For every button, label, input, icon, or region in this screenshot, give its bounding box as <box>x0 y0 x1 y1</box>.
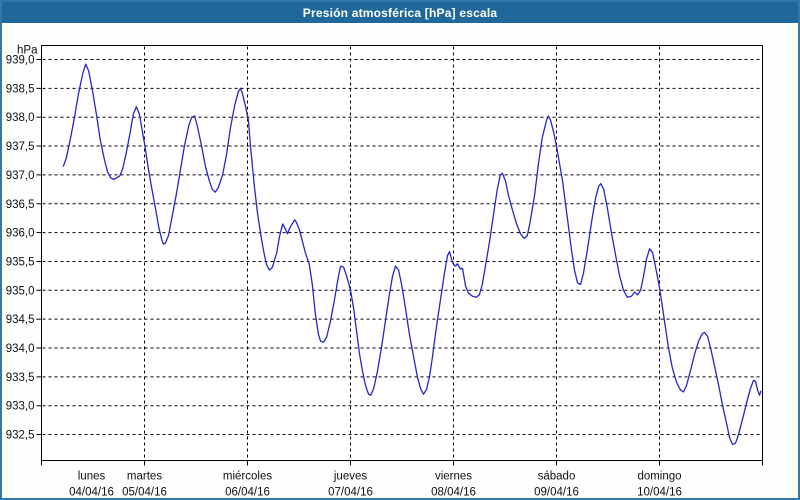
x-day-name: lunes <box>78 471 106 483</box>
chart-title-bar: Presión atmosférica [hPa] escala <box>2 2 798 23</box>
x-day-date: 09/04/16 <box>534 487 579 499</box>
y-axis-unit-label: hPa <box>17 45 38 57</box>
x-day-date: 05/04/16 <box>122 487 167 499</box>
y-tick-label: 939,0 <box>6 55 35 67</box>
y-tick-label: 935,0 <box>6 285 35 297</box>
x-day-name: viernes <box>435 471 472 483</box>
y-tick-label: 937,5 <box>6 141 35 153</box>
y-tick-label: 934,5 <box>6 314 35 326</box>
y-tick-label: 933,5 <box>6 372 35 384</box>
y-tick-label: 938,5 <box>6 83 35 95</box>
y-tick-label: 932,5 <box>6 430 35 442</box>
pressure-line <box>62 63 762 446</box>
x-day-name: sábado <box>538 471 576 483</box>
y-tick-label: 937,0 <box>6 170 35 182</box>
x-day-date: 07/04/16 <box>328 487 373 499</box>
chart-title: Presión atmosférica [hPa] escala <box>302 5 498 20</box>
plot-border <box>41 45 763 461</box>
y-tick-label: 935,5 <box>6 256 35 268</box>
y-tick-label: 936,5 <box>6 199 35 211</box>
y-tick-label: 938,0 <box>6 112 35 124</box>
x-day-name: martes <box>127 471 162 483</box>
y-tick-label: 936,0 <box>6 228 35 240</box>
plot-area <box>41 45 763 461</box>
x-day-date: 10/04/16 <box>637 487 682 499</box>
x-day-date: 08/04/16 <box>431 487 476 499</box>
y-tick-label: 934,0 <box>6 343 35 355</box>
x-day-date: 04/04/16 <box>69 487 114 499</box>
y-tick-label: 933,0 <box>6 401 35 413</box>
x-day-name: jueves <box>333 471 367 483</box>
x-day-name: domingo <box>637 471 681 483</box>
x-day-name: miércoles <box>223 471 272 483</box>
x-day-date: 06/04/16 <box>225 487 270 499</box>
